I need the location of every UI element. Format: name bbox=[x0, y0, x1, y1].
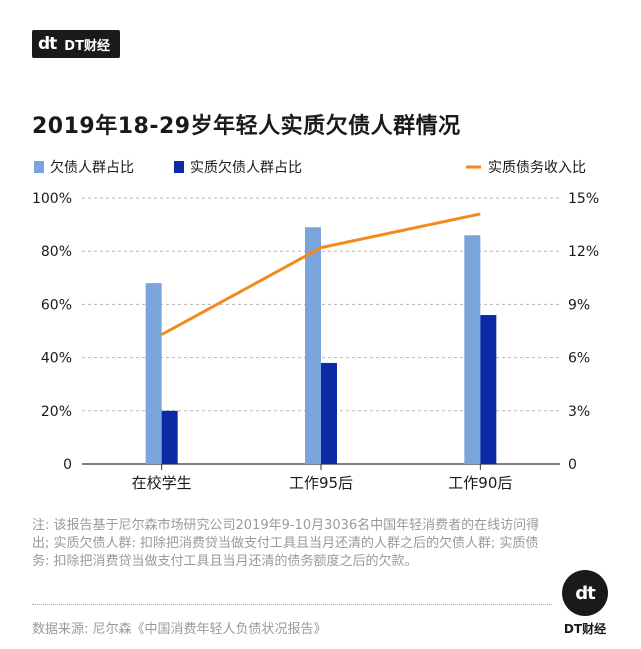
chart: 欠债人群占比 实质欠债人群占比 实质债务收入比 0 20% 40% 60% 80% 100% 0 3… bbox=[32, 160, 599, 492]
bar-1-series1 bbox=[305, 227, 321, 464]
brand-mark-bottom: dt bbox=[562, 570, 608, 616]
y-right-tick-label: 9% bbox=[568, 297, 590, 313]
y-left-tick-label: 0 bbox=[63, 457, 72, 473]
x-tick-label: 工作95后 bbox=[289, 474, 353, 492]
legend-label-bar1: 欠债人群占比 bbox=[50, 160, 134, 176]
legend-swatch-bar2 bbox=[174, 161, 184, 173]
brand-name-bottom: DT财经 bbox=[563, 622, 607, 636]
y-right-tick-label: 15% bbox=[568, 191, 599, 207]
bar-0-series1 bbox=[145, 283, 162, 464]
legend-label-line: 实质债务收入比 bbox=[488, 160, 586, 176]
bar-2-series2 bbox=[480, 315, 497, 464]
x-tick-label: 在校学生 bbox=[132, 474, 192, 492]
brand-logo-bottom: dt DT财经 bbox=[555, 570, 615, 637]
brand-name: DT财经 bbox=[64, 38, 110, 54]
brand-mark: dt bbox=[38, 34, 57, 54]
line-series bbox=[160, 212, 481, 336]
y-left-tick-label: 20% bbox=[41, 404, 72, 420]
source-text: 数据来源: 尼尔森《中国消费年轻人负债状况报告》 bbox=[32, 622, 327, 637]
y-left-tick-label: 60% bbox=[41, 297, 72, 313]
y-right-tick-label: 0 bbox=[568, 457, 577, 473]
brand-logo: dt DT财经 bbox=[32, 30, 120, 58]
bar-1-series2 bbox=[321, 362, 337, 464]
y-right-tick-label: 6% bbox=[568, 351, 590, 367]
y-left-tick-label: 80% bbox=[41, 244, 72, 260]
legend-label-bar2: 实质欠债人群占比 bbox=[190, 160, 302, 176]
y-right-tick-label: 12% bbox=[568, 244, 599, 260]
bar-2-series1 bbox=[464, 235, 481, 464]
footnote: 注: 该报告基于尼尔森市场研究公司2019年9-10月3036名中国年轻消费者的… bbox=[32, 518, 540, 569]
legend-swatch-bar1 bbox=[34, 161, 44, 173]
y-left-tick-label: 40% bbox=[41, 351, 72, 367]
x-tick-label: 工作90后 bbox=[448, 474, 512, 492]
chart-title: 2019年18-29岁年轻人实质欠债人群情况 bbox=[32, 114, 461, 139]
bar-0-series2 bbox=[161, 410, 178, 464]
y-left-tick-label: 100% bbox=[32, 191, 72, 207]
divider bbox=[32, 604, 552, 605]
y-right-tick-label: 3% bbox=[568, 404, 590, 420]
